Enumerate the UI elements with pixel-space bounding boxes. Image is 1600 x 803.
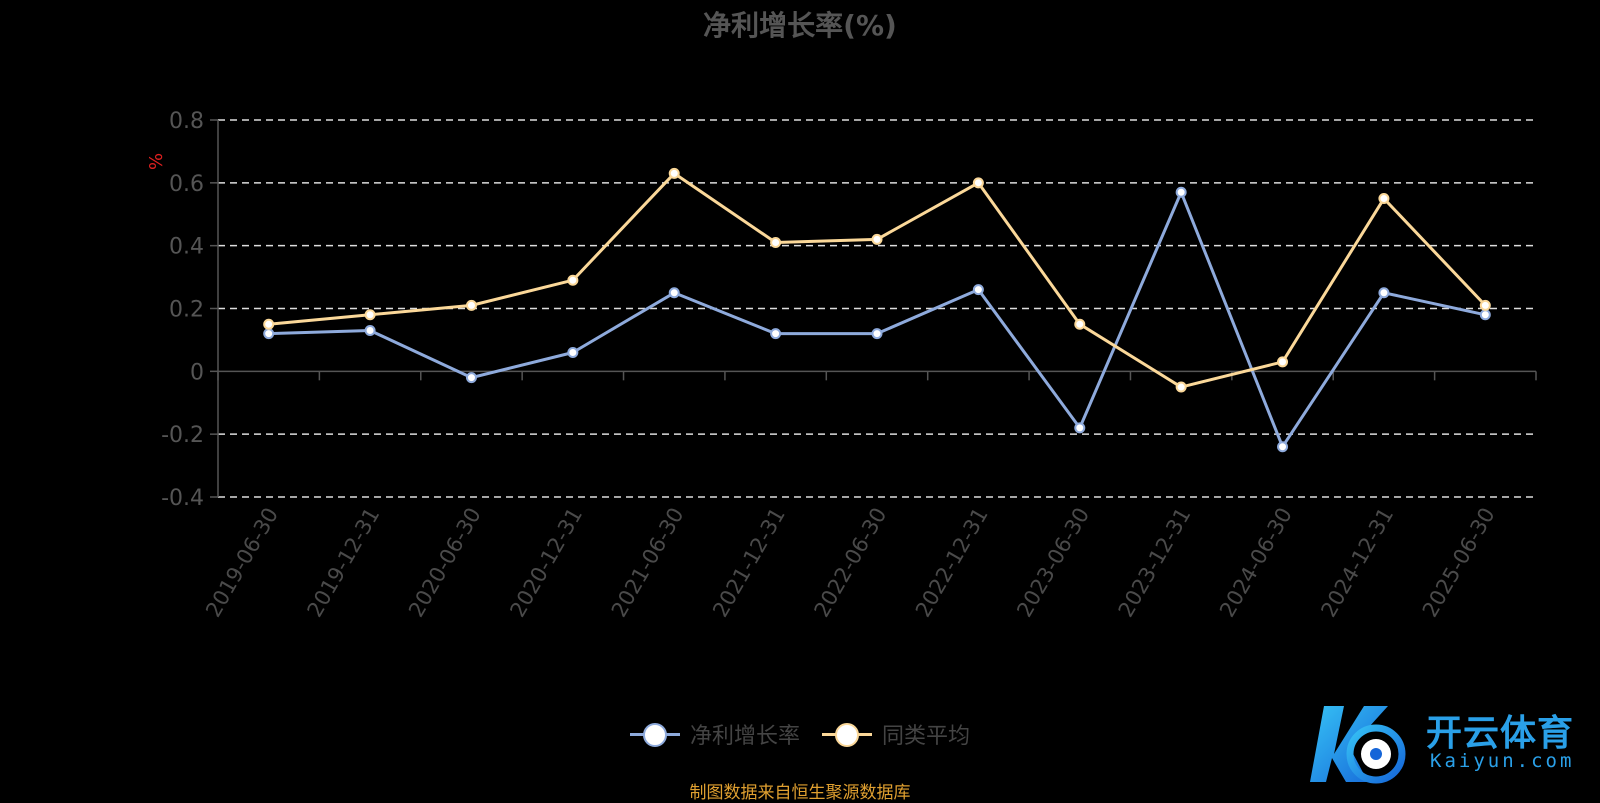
y-tick-label: -0.2 [161, 423, 204, 448]
data-point [567, 346, 579, 358]
data-point [1074, 318, 1086, 330]
data-point [465, 372, 477, 384]
y-tick-label: 0.2 [169, 298, 204, 323]
data-point [465, 299, 477, 311]
data-point [871, 233, 883, 245]
source-note: 制图数据来自恒生聚源数据库 [689, 783, 911, 803]
x-tick-label: 2019-12-31 [303, 504, 385, 622]
data-point [972, 284, 984, 296]
x-tick-label: 2023-12-31 [1114, 504, 1196, 622]
data-point [1479, 299, 1491, 311]
data-point [567, 274, 579, 286]
x-tick-label: 2022-12-31 [911, 504, 993, 622]
x-tick-label: 2022-06-30 [810, 504, 892, 622]
y-tick-label: 0.8 [169, 109, 204, 134]
legend-label-peer-average: 同类平均 [882, 724, 971, 749]
data-point [871, 328, 883, 340]
x-tick-label: 2021-12-31 [708, 504, 790, 622]
data-point [668, 167, 680, 179]
legend-swatch-blue [629, 723, 680, 747]
series-lines [263, 167, 1491, 453]
x-tick-label: 2019-06-30 [201, 504, 283, 622]
data-point [1277, 441, 1289, 453]
tick-labels: 0.8 0.6 0.4 0.2 0 -0.2 -0.4% 2019-06-30 2019-12-… [146, 109, 1500, 621]
legend-item-net-profit-growth[interactable]: 净利增长率 [629, 718, 800, 750]
data-point [1277, 356, 1289, 368]
series-line-0 [268, 190, 1486, 449]
data-point [770, 328, 782, 340]
x-tick-label: 2023-06-30 [1012, 504, 1094, 622]
data-point [1175, 186, 1187, 198]
x-tick-label: 2024-06-30 [1215, 504, 1297, 622]
data-point [668, 287, 680, 299]
x-tick-label: 2020-12-31 [505, 504, 587, 622]
grid-lines [218, 119, 1536, 498]
logo-mark-icon [1310, 706, 1406, 784]
data-point [1378, 287, 1390, 299]
data-point [1479, 309, 1491, 321]
y-tick-label: 0.6 [169, 172, 204, 197]
legend-item-peer-average[interactable]: 同类平均 [822, 718, 970, 750]
x-tick-label: 2020-06-30 [404, 504, 486, 622]
legend: 净利增长率 同类平均 [0, 718, 1600, 750]
x-tick-label: 2025-06-30 [1418, 504, 1500, 622]
data-point [770, 237, 782, 249]
x-tick-label: 2021-06-30 [607, 504, 689, 622]
data-point [972, 177, 984, 189]
data-point [1175, 381, 1187, 393]
legend-swatch-yellow [822, 723, 872, 747]
logo-text-cn: 开云体育 [1426, 713, 1575, 754]
data-point [1074, 422, 1086, 434]
data-point [364, 309, 376, 321]
data-point [263, 328, 275, 340]
data-point [1378, 193, 1390, 205]
y-axis-label: % [146, 153, 167, 170]
data-point [364, 324, 376, 336]
brand-logo: 开云体育 Kaiyun.com [1310, 698, 1600, 788]
y-tick-label: 0 [190, 360, 204, 385]
y-tick-label: -0.4 [161, 486, 204, 511]
legend-label-net-profit-growth: 净利增长率 [689, 724, 800, 749]
x-tick-label: 2024-12-31 [1316, 504, 1398, 622]
data-point [263, 318, 275, 330]
axes [210, 119, 1537, 498]
chart-title: 净利增长率(%) [703, 9, 897, 42]
logo-text-en: Kaiyun.com [1430, 750, 1575, 772]
y-tick-label: 0.4 [169, 235, 204, 260]
series-line-1 [268, 171, 1487, 389]
